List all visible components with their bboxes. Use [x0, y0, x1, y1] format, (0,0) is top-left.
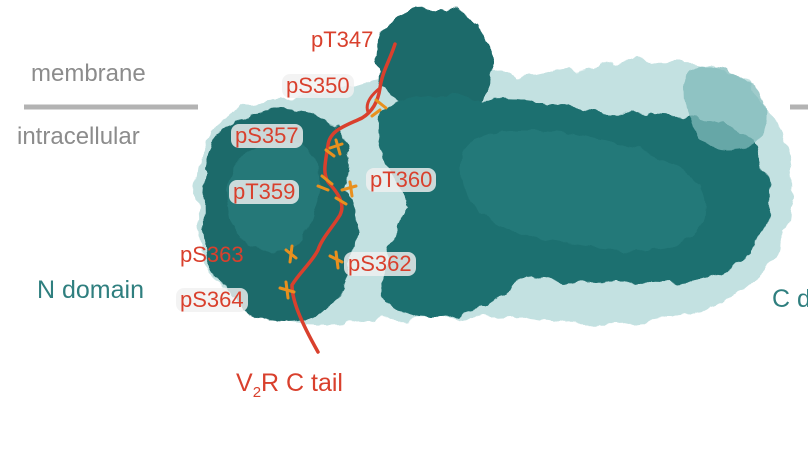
- site-label-pt360: pT360: [366, 168, 437, 192]
- residue-t360-sticks: [334, 180, 358, 206]
- residue-s363-sticks: [284, 244, 298, 264]
- site-label-ps350: pS350: [282, 74, 354, 98]
- residue-s357-sticks: [324, 138, 344, 158]
- c-domain-label: C d: [772, 285, 808, 313]
- residue-t359-sticks: [316, 174, 334, 192]
- top-lobe-surface: [376, 7, 494, 117]
- site-label-pt347: pT347: [311, 27, 374, 52]
- v2r-c-tail-label: V2R C tail: [236, 369, 343, 401]
- c-domain-right-lobe: [684, 66, 767, 150]
- residue-s350-sticks: [370, 98, 388, 118]
- tail-label-prefix: V: [236, 369, 253, 397]
- n-domain-label: N domain: [37, 276, 144, 304]
- tail-label-subscript: 2: [252, 384, 262, 401]
- membrane-label: membrane: [31, 60, 146, 87]
- site-label-ps363: pS363: [180, 242, 244, 267]
- site-label-ps362: pS362: [344, 252, 416, 276]
- site-label-ps357: pS357: [231, 124, 303, 148]
- site-label-ps364: pS364: [176, 288, 248, 312]
- intracellular-label: intracellular: [17, 123, 140, 150]
- site-label-pt359: pT359: [229, 180, 300, 204]
- residue-s364-sticks: [278, 280, 296, 300]
- residue-s362-sticks: [328, 250, 344, 270]
- tail-label-suffix: R C tail: [261, 369, 343, 397]
- phospho-residues: [278, 98, 388, 300]
- c-domain-inner: [460, 130, 706, 251]
